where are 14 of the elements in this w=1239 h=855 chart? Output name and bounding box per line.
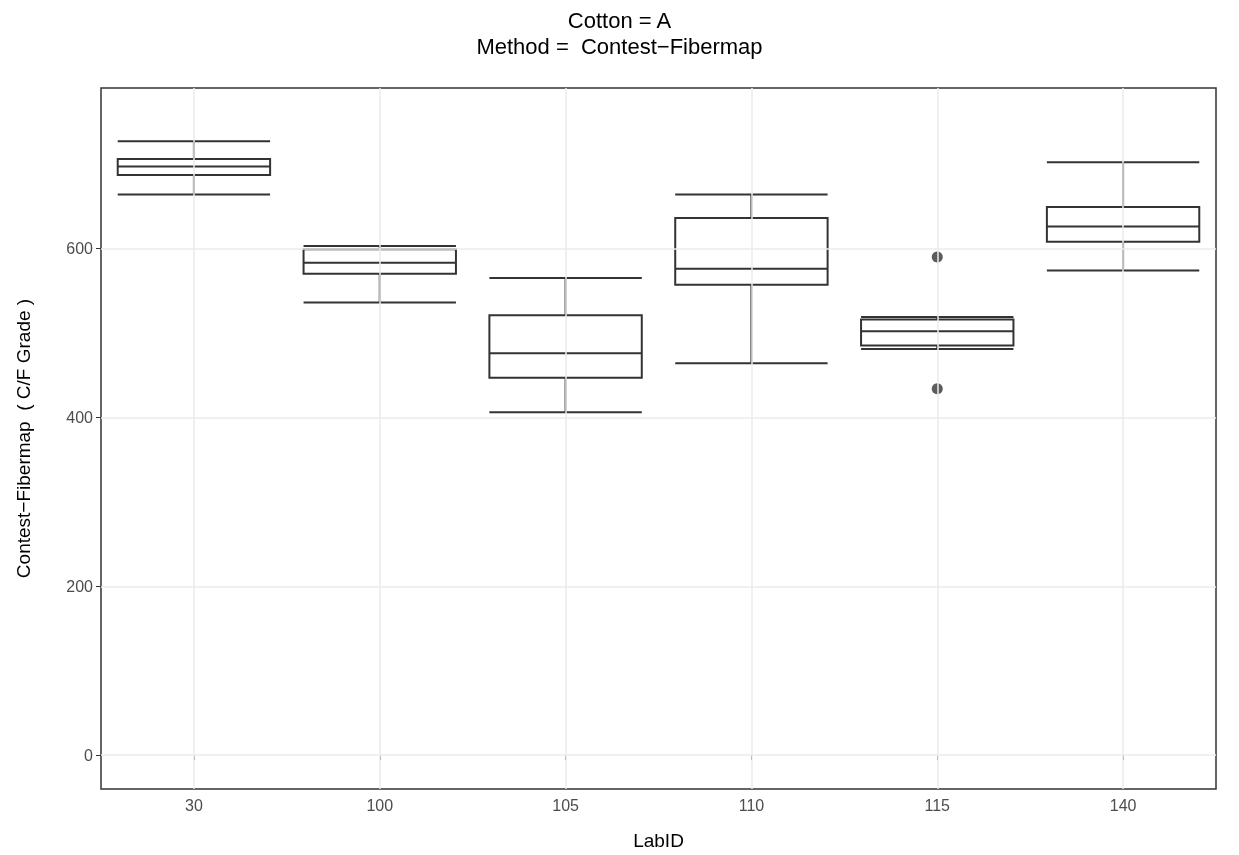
x-tick-label: 30 (185, 796, 203, 814)
y-tick-label: 200 (66, 577, 94, 595)
y-axis-title: Contest−Fibermap ( C/F Grade ) (13, 298, 34, 579)
chart-subtitle: Method = Contest−Fibermap (476, 33, 763, 59)
y-tick-label: 600 (66, 239, 94, 257)
x-tick-label: 105 (552, 796, 580, 814)
y-tick-label: 0 (84, 746, 94, 764)
y-tick-label: 400 (66, 408, 94, 426)
x-tick-label: 115 (924, 796, 951, 814)
x-axis-title: LabID (633, 830, 684, 851)
x-tick-label: 140 (1109, 796, 1137, 814)
chart-title: Cotton = A (567, 7, 672, 33)
x-tick-label: 100 (366, 796, 394, 814)
x-tick-label: 110 (738, 796, 765, 814)
